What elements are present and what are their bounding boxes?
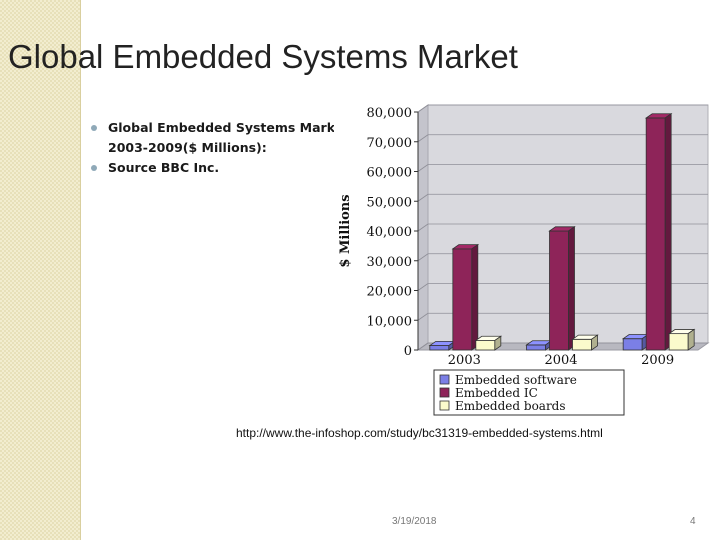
side-divider [80, 0, 81, 540]
bar-side-face [591, 334, 598, 351]
bar-embedded-boards-2004 [572, 338, 592, 351]
legend-swatch [439, 400, 450, 411]
y-gridline-side [417, 342, 429, 351]
decorative-side-strip [0, 0, 80, 540]
footer-date: 3/19/2018 [392, 516, 437, 527]
y-tick-label: 60,000 [367, 166, 413, 181]
y-tick-label: 80,000 [367, 106, 413, 121]
y-gridline-side [417, 134, 429, 143]
x-category-label: 2004 [544, 353, 577, 368]
y-tick-label: 30,000 [367, 255, 413, 270]
y-gridline-side [417, 104, 429, 113]
legend-label: Embedded software [455, 373, 577, 387]
chart-legend-box [433, 369, 625, 416]
y-tick-label: 20,000 [367, 285, 413, 300]
bullet-item: Global Embedded Systems Market [88, 118, 348, 138]
bar-side-face [494, 335, 502, 351]
y-tick-label: 50,000 [367, 195, 413, 210]
legend-label: Embedded boards [455, 399, 566, 413]
y-gridline-side [417, 283, 429, 291]
bar-embedded-ic-2009 [645, 117, 666, 351]
bullet-text: Global Embedded Systems Market [108, 120, 348, 135]
slide-title: Global Embedded Systems Market [8, 38, 518, 75]
bullet-dot-icon [91, 165, 97, 171]
y-tick-label: 10,000 [367, 314, 413, 329]
y-tick-label: 0 [404, 344, 412, 359]
legend-swatch [439, 374, 450, 385]
bar-side-face [568, 226, 575, 351]
bullet-text: 2003-2009($ Millions): [108, 140, 267, 155]
legend-swatch [439, 387, 450, 398]
bar-side-face [664, 112, 672, 351]
bar-side-face [687, 328, 695, 351]
y-tick-label: 40,000 [367, 225, 413, 240]
market-chart: 0 10,000 20,000 30,000 40,000 50,000 60,000 70,… [334, 98, 720, 418]
x-category-label: 2009 [641, 353, 674, 368]
source-url: http://www.the-infoshop.com/study/bc3131… [236, 426, 603, 440]
y-gridline-side [417, 193, 429, 202]
bar-embedded-boards-2003 [475, 340, 496, 351]
legend-label: Embedded IC [455, 386, 538, 400]
bar-embedded-ic-2003 [452, 248, 473, 351]
y-gridline-side [417, 312, 429, 321]
y-gridline-side [417, 253, 429, 262]
bar-embedded-software-2004 [526, 344, 546, 351]
bar-embedded-boards-2009 [668, 333, 689, 351]
bar-side-face [471, 243, 479, 351]
bullet-dot-icon [91, 125, 97, 131]
bullet-item: Source BBC Inc. [88, 158, 348, 178]
bullet-continuation: 2003-2009($ Millions): [88, 138, 348, 158]
bar-embedded-software-2009 [622, 338, 643, 351]
y-axis-label: $ Millions [338, 194, 353, 267]
bar-embedded-software-2003 [429, 345, 450, 351]
bullet-text: Source BBC Inc. [108, 160, 220, 175]
y-tick-label: 70,000 [367, 136, 413, 151]
bar-embedded-ic-2004 [549, 230, 569, 351]
page-number: 4 [690, 516, 696, 527]
x-category-label: 2003 [448, 353, 481, 368]
y-gridline-side [417, 164, 429, 172]
market-bar-chart: 0 10,000 20,000 30,000 40,000 50,000 60,000 70,… [334, 98, 720, 418]
y-gridline-side [417, 223, 429, 232]
bullet-list: Global Embedded Systems Market 2003-2009… [88, 118, 348, 178]
